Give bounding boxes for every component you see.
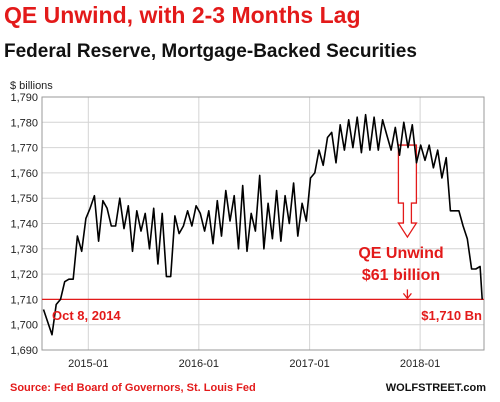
y-tick-label: 1,770 bbox=[10, 143, 38, 155]
x-tick-label: 2016-01 bbox=[179, 358, 219, 370]
unwind-arrow-tip-head bbox=[402, 292, 412, 300]
y-tick-label: 1,740 bbox=[10, 219, 38, 231]
x-tick-label: 2015-01 bbox=[68, 358, 108, 370]
unwind-arrow bbox=[397, 144, 418, 300]
unwind-amount-label: $61 billion bbox=[362, 267, 440, 284]
y-tick-label: 1,730 bbox=[10, 244, 38, 256]
x-axis-ticks: 2015-01 2016-01 2017-01 2018-01 bbox=[68, 358, 440, 370]
y-tick-label: 1,790 bbox=[10, 92, 38, 104]
y-tick-label: 1,780 bbox=[10, 117, 38, 129]
y-axis-ticks: 1,690 1,700 1,710 1,720 1,730 1,740 1,750 1,760… bbox=[10, 92, 38, 357]
start-date-annotation: Oct 8, 2014 bbox=[52, 308, 121, 323]
y-axis-label: $ billions bbox=[10, 80, 53, 92]
y-tick-label: 1,710 bbox=[10, 294, 38, 306]
chart-subtitle: Federal Reserve, Mortgage-Backed Securit… bbox=[4, 41, 417, 62]
y-tick-label: 1,760 bbox=[10, 168, 38, 180]
x-tick-label: 2017-01 bbox=[289, 358, 329, 370]
x-tick-label: 2018-01 bbox=[400, 358, 440, 370]
end-value-annotation: $1,710 Bn bbox=[421, 308, 482, 323]
brand-logo: WOLFSTREET.com bbox=[385, 382, 486, 394]
plot-frame bbox=[41, 96, 485, 351]
y-tick-label: 1,700 bbox=[10, 320, 38, 332]
unwind-arrow-upper bbox=[397, 144, 418, 239]
source-note: Source: Fed Board of Governors, St. Loui… bbox=[10, 382, 256, 394]
qe-unwind-label: QE Unwind bbox=[358, 245, 443, 262]
y-tick-label: 1,690 bbox=[10, 345, 38, 357]
y-tick-label: 1,750 bbox=[10, 193, 38, 205]
y-tick-label: 1,720 bbox=[10, 269, 38, 281]
mbs-series-line bbox=[42, 113, 483, 336]
chart-title: QE Unwind, with 2-3 Months Lag bbox=[4, 2, 361, 28]
